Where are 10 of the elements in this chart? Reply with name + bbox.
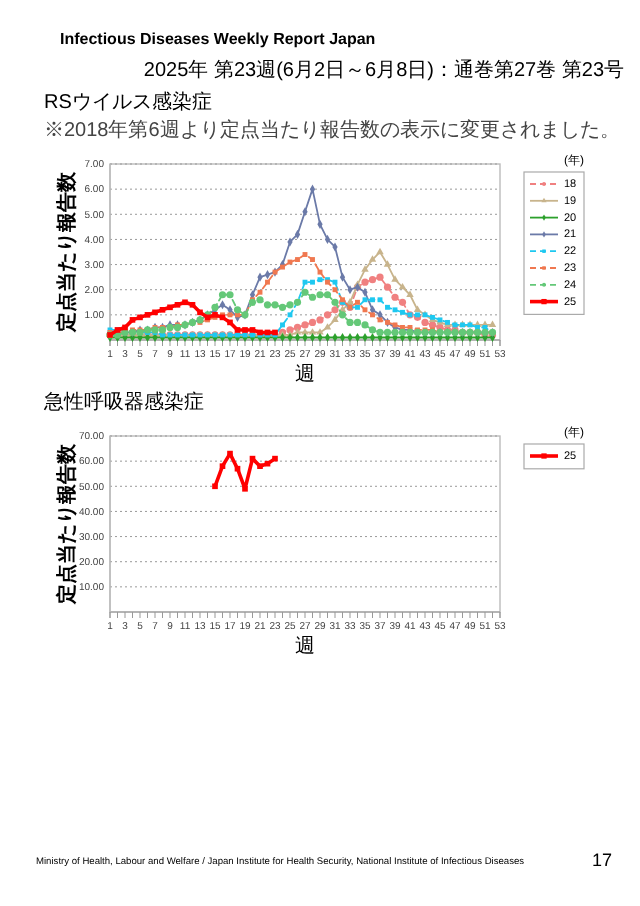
chart-subtitle: ※2018年第6週より定点当たり報告数の表示に変更されました。 <box>44 118 620 142</box>
y-axis-title: 定点当たり報告数 <box>55 170 80 334</box>
chart-title: 急性呼吸器感染症 <box>42 390 204 414</box>
x-axis-title: 週 <box>295 364 315 386</box>
chart-title: RSウイルス感染症 <box>44 90 212 114</box>
y-axis-title: 定点当たり報告数 <box>55 442 80 606</box>
text: 17 <box>591 850 612 870</box>
text: 2025年 第23週(6月2日～6月8日)：通巻第27巻 第23号 <box>143 58 624 82</box>
x-axis-title: 週 <box>295 636 315 658</box>
text: Infectious Diseases Weekly Report Japan <box>60 30 376 48</box>
